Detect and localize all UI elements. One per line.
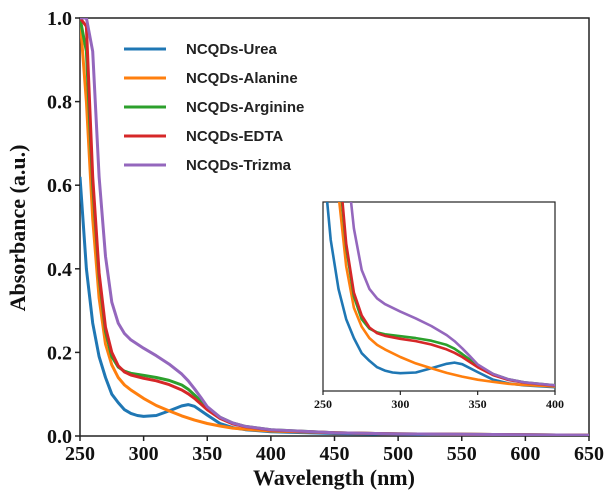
- legend: NCQDs-Urea NCQDs-Alanine NCQDs-Arginine NCQ…: [124, 41, 304, 174]
- inset-series-line-ncqds-edta: [341, 202, 555, 388]
- legend-label: NCQDs-Urea: [186, 41, 278, 58]
- inset-x-ticks: 250 300 350 400: [314, 391, 564, 411]
- y-axis-title: Absorbance (a.u.): [5, 145, 30, 312]
- legend-label: NCQDs-EDTA: [186, 128, 283, 145]
- y-tick-label: 0.0: [47, 426, 72, 448]
- legend-item-ncqds-edta: NCQDs-EDTA: [124, 128, 283, 145]
- x-axis-title: Wavelength (nm): [253, 465, 415, 490]
- legend-item-ncqds-alanine: NCQDs-Alanine: [124, 70, 298, 87]
- inset-x-tick-label: 400: [546, 397, 564, 411]
- main-x-ticks: 250 300 350 400 450 500 550 600 650: [65, 436, 604, 465]
- x-tick-label: 250: [65, 443, 95, 465]
- series-line-ncqds-trizma: [80, 18, 589, 436]
- inset-plot-frame: [322, 201, 556, 392]
- x-tick-label: 550: [447, 443, 477, 465]
- main-series-group: [80, 18, 589, 436]
- legend-label: NCQDs-Alanine: [186, 70, 298, 87]
- inset-x-tick-label: 350: [469, 397, 487, 411]
- y-tick-label: 1.0: [47, 8, 72, 30]
- main-y-ticks: 0.0 0.2 0.4 0.6 0.8 1.0: [47, 8, 80, 448]
- legend-label: NCQDs-Arginine: [186, 99, 304, 116]
- x-tick-label: 500: [383, 443, 413, 465]
- inset-x-tick-label: 300: [391, 397, 409, 411]
- y-tick-label: 0.8: [47, 92, 72, 114]
- inset-series-line-ncqds-urea: [325, 202, 555, 389]
- inset-series-group: [325, 202, 555, 389]
- y-tick-label: 0.6: [47, 175, 72, 197]
- x-tick-label: 350: [192, 443, 222, 465]
- inset-x-tick-label: 250: [314, 397, 332, 411]
- legend-item-ncqds-urea: NCQDs-Urea: [124, 41, 278, 58]
- x-tick-label: 400: [256, 443, 286, 465]
- inset-series-line-ncqds-alanine: [338, 202, 555, 388]
- y-tick-label: 0.4: [47, 259, 72, 281]
- inset-series-line-ncqds-trizma: [349, 202, 555, 387]
- x-tick-label: 650: [574, 443, 604, 465]
- legend-item-ncqds-arginine: NCQDs-Arginine: [124, 99, 304, 116]
- legend-item-ncqds-trizma: NCQDs-Trizma: [124, 157, 292, 174]
- x-tick-label: 450: [320, 443, 350, 465]
- x-tick-label: 600: [510, 443, 540, 465]
- x-tick-label: 300: [129, 443, 159, 465]
- y-tick-label: 0.2: [47, 342, 72, 364]
- legend-label: NCQDs-Trizma: [186, 157, 292, 174]
